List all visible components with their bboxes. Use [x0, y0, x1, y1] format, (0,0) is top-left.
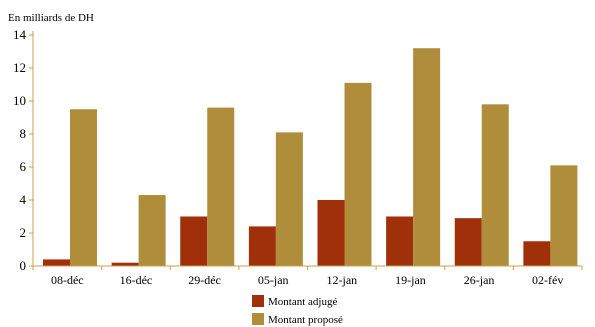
y-tick-label: 4 [20, 192, 27, 207]
y-tick-label: 2 [20, 225, 27, 240]
bar-adjuge [454, 218, 482, 266]
x-tick-label: 16-déc [120, 273, 153, 287]
legend-swatch [252, 295, 264, 307]
bars [43, 48, 578, 267]
x-tick-label: 08-déc [51, 273, 84, 287]
y-axis-ticks: 0 2 4 6 8 10 12 14 [13, 27, 33, 273]
bar-propose [207, 107, 235, 266]
bar-adjuge [317, 200, 345, 266]
bar-propose [550, 165, 578, 266]
bar-propose [344, 82, 372, 266]
legend-swatch [252, 313, 264, 325]
bar-adjuge [248, 226, 276, 266]
y-tick-label: 12 [13, 60, 26, 75]
bar-propose [413, 48, 441, 267]
x-axis-ticks: 08-déc 16-déc 29-déc 05-jan 12-jan 19-jan 26-j… [32, 266, 583, 287]
x-tick-label: 12-jan [326, 273, 357, 287]
legend: Montant adjugé Montant proposé [252, 295, 343, 326]
bar-propose [70, 109, 97, 266]
bar-propose [138, 195, 166, 266]
y-tick-label: 0 [20, 258, 27, 273]
x-tick-label: 19-jan [395, 273, 426, 287]
bar-adjuge [111, 262, 139, 266]
y-tick-label: 8 [20, 126, 27, 141]
x-tick-label: 05-jan [258, 273, 289, 287]
legend-label: Montant proposé [268, 314, 343, 326]
x-tick-label: 29-déc [188, 273, 221, 287]
bar-adjuge [43, 259, 70, 266]
bar-adjuge [386, 216, 414, 266]
y-tick-label: 10 [13, 93, 26, 108]
y-tick-label: 6 [20, 159, 27, 174]
bar-propose [275, 132, 303, 266]
bar-adjuge [523, 241, 551, 266]
y-tick-label: 14 [13, 27, 27, 42]
bar-adjuge [180, 216, 208, 266]
legend-label: Montant adjugé [268, 296, 337, 308]
y-axis-label: En milliards de DH [8, 12, 94, 24]
x-tick-label: 02-fév [532, 273, 563, 287]
bar-propose [481, 104, 509, 266]
axes [32, 31, 582, 267]
x-tick-label: 26-jan [464, 273, 495, 287]
